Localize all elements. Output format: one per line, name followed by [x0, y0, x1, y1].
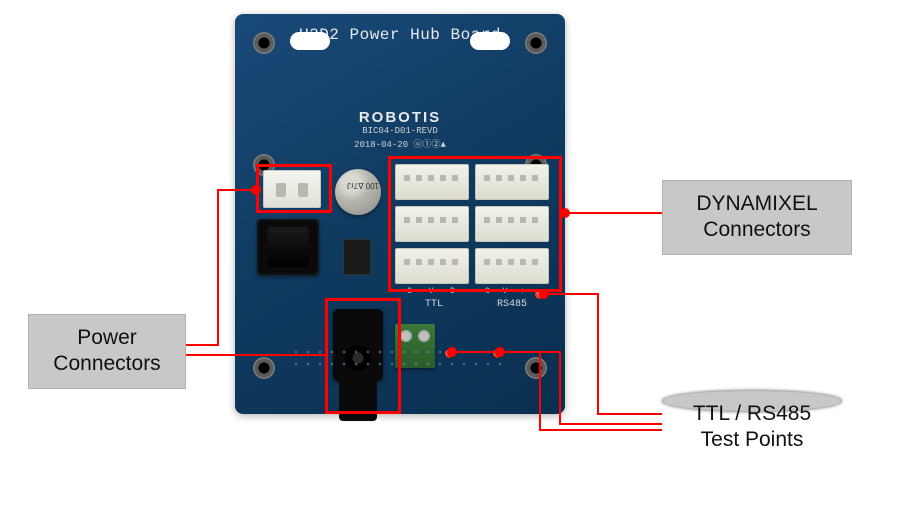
dc-barrel-jack-extend [339, 381, 377, 421]
capacitor-marking: 50V 100 Δ7rJ [347, 181, 395, 190]
label-dynamixel-connectors: DYNAMIXEL Connectors [662, 180, 852, 255]
pcb-rev: BIC04-D01-REVD [235, 126, 565, 136]
slot-cutout [470, 32, 510, 50]
smps-power-connector [263, 170, 321, 208]
label-line: Connectors [685, 217, 829, 243]
dynamixel-connector [475, 164, 549, 200]
label-power-connectors: Power Connectors [28, 314, 186, 389]
dynamixel-connector-grid [395, 164, 549, 284]
silk-ttl-label: TTL [425, 299, 443, 310]
mounting-hole [525, 357, 547, 379]
silk-rs485-label: RS485 [497, 299, 527, 310]
test-point-dot [535, 290, 544, 299]
dynamixel-connector [475, 206, 549, 242]
pcb-title: U2D2 Power Hub Board [235, 26, 565, 44]
dynamixel-connector [395, 164, 469, 200]
label-ttl-rs485-test-points: TTL / RS485 Test Points [662, 390, 842, 412]
mounting-hole [525, 32, 547, 54]
pcb-board: U2D2 Power Hub Board ROBOTIS BIC04-D01-R… [235, 14, 565, 414]
via-strip [290, 346, 510, 370]
smd-regulator [343, 239, 371, 275]
mounting-hole [253, 32, 275, 54]
label-line: Power [51, 325, 163, 351]
mounting-hole [253, 357, 275, 379]
label-line: Test Points [685, 427, 819, 453]
label-line: TTL / RS485 [685, 401, 819, 427]
label-line: Connectors [51, 351, 163, 377]
power-rocker-switch [257, 219, 319, 275]
dc-barrel-jack [333, 309, 383, 381]
slot-cutout [290, 32, 330, 50]
pcb-logo: ROBOTIS [235, 109, 565, 126]
pcb-date: 2018-04-20 ⓤ①②▲ [235, 137, 565, 150]
dynamixel-connector [475, 248, 549, 284]
capacitor [335, 169, 381, 215]
dynamixel-connector [395, 248, 469, 284]
dynamixel-connector [395, 206, 469, 242]
silk-ttl-pins: G V D [407, 287, 461, 296]
label-line: DYNAMIXEL [685, 191, 829, 217]
